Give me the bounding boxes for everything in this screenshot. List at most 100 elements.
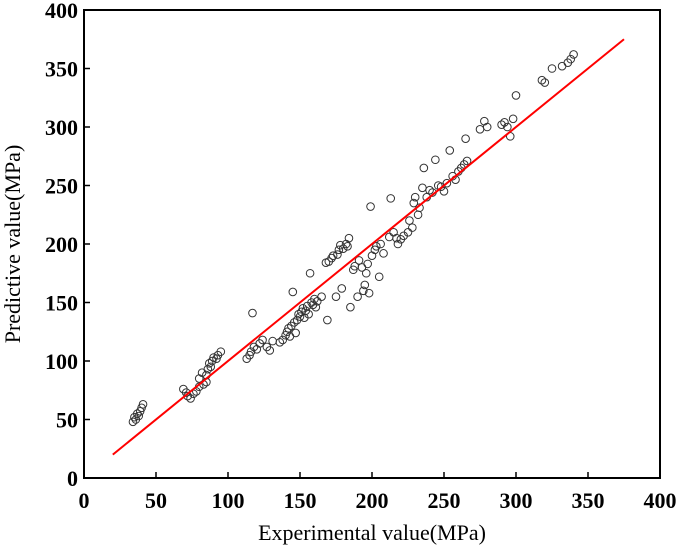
data-point — [503, 122, 512, 132]
data-point — [384, 232, 394, 242]
data-point — [462, 156, 472, 166]
data-point — [343, 242, 352, 251]
data-point — [374, 272, 384, 282]
data-point — [304, 309, 313, 319]
data-point — [275, 337, 285, 347]
y-tick-label: 0 — [67, 466, 78, 491]
data-point — [203, 364, 213, 374]
y-tick-label: 50 — [56, 408, 78, 433]
data-point — [334, 245, 344, 255]
data-point — [497, 120, 506, 129]
data-point — [442, 178, 452, 188]
data-point — [419, 163, 429, 173]
y-tick-label: 150 — [45, 291, 78, 316]
data-point — [409, 198, 419, 208]
data-point — [128, 417, 138, 427]
y-tick-label: 100 — [45, 349, 78, 374]
data-point — [360, 280, 370, 290]
data-point — [268, 336, 277, 346]
y-tick-label: 300 — [45, 115, 78, 140]
data-point — [344, 233, 354, 243]
data-point — [338, 244, 348, 253]
data-point — [317, 292, 326, 301]
data-point — [364, 288, 374, 298]
data-point — [418, 183, 427, 193]
data-point — [408, 223, 417, 232]
x-tick-label: 400 — [644, 488, 677, 513]
data-point — [323, 315, 332, 325]
data-point — [265, 346, 275, 355]
data-point — [134, 411, 144, 421]
axis-ticks: 0 50 100 150 200 250 300 350 400 0 50 100 150 200 250 3… — [45, 0, 677, 513]
fit-line — [112, 38, 625, 456]
data-point — [461, 134, 470, 143]
data-point — [354, 256, 364, 265]
data-point — [508, 114, 518, 124]
data-point — [289, 318, 299, 327]
data-point — [405, 216, 414, 225]
data-point — [410, 192, 420, 202]
data-point — [482, 122, 492, 132]
data-point — [284, 323, 293, 333]
data-point — [547, 64, 557, 73]
data-point — [379, 249, 388, 258]
data-point — [216, 347, 226, 356]
data-point — [386, 194, 396, 203]
x-tick-label: 200 — [356, 488, 389, 513]
x-axis-label: Experimental value(MPa) — [258, 520, 486, 545]
data-point — [403, 228, 413, 237]
data-point — [372, 242, 381, 251]
data-point — [540, 78, 550, 87]
data-point — [312, 297, 322, 306]
data-point — [186, 394, 195, 403]
data-point — [439, 187, 449, 196]
data-point — [132, 409, 142, 418]
y-tick-label: 400 — [45, 0, 78, 23]
data-point — [206, 362, 216, 372]
data-point — [295, 312, 305, 321]
y-tick-label: 200 — [45, 232, 78, 257]
data-point — [258, 335, 267, 345]
data-point — [557, 61, 567, 71]
data-point — [413, 210, 423, 220]
y-tick-label: 350 — [45, 57, 78, 82]
data-point — [537, 75, 547, 85]
data-point — [569, 50, 578, 59]
data-point — [194, 374, 204, 383]
data-point — [138, 399, 148, 409]
data-point — [337, 284, 347, 293]
data-point — [431, 155, 440, 165]
data-point — [511, 91, 521, 100]
data-point — [566, 54, 576, 64]
data-point — [328, 251, 338, 260]
data-point — [366, 202, 375, 211]
x-tick-label: 350 — [572, 488, 605, 513]
y-tick-label: 250 — [45, 174, 78, 199]
data-point — [500, 118, 509, 127]
data-point — [291, 328, 300, 338]
data-point — [246, 347, 256, 356]
x-tick-label: 0 — [79, 488, 90, 513]
data-point — [298, 304, 308, 313]
data-points — [128, 50, 578, 427]
data-point — [359, 286, 368, 296]
x-tick-label: 50 — [145, 488, 167, 513]
data-point — [305, 268, 315, 278]
data-point — [393, 239, 403, 249]
data-point — [353, 292, 362, 301]
data-point — [288, 287, 298, 297]
data-point — [278, 335, 288, 345]
data-point — [333, 250, 342, 259]
data-point — [445, 146, 455, 155]
data-point — [425, 185, 434, 195]
y-axis-label: Predictive value(MPa) — [0, 145, 25, 344]
x-tick-label: 250 — [428, 488, 461, 513]
data-point — [475, 125, 485, 134]
x-tick-label: 100 — [212, 488, 245, 513]
data-point — [361, 268, 371, 278]
data-point — [311, 302, 321, 312]
x-tick-label: 300 — [500, 488, 533, 513]
data-point — [376, 239, 385, 249]
data-point — [346, 302, 355, 312]
